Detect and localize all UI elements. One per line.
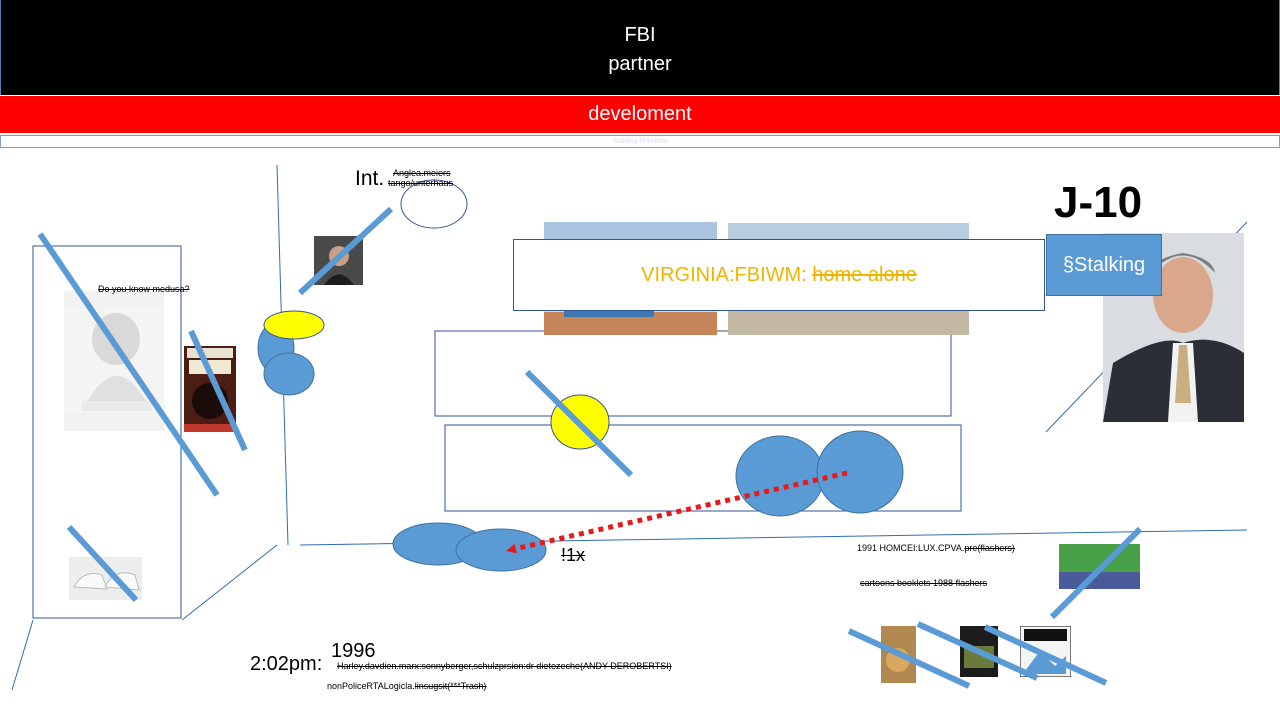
homcei-label: 1991 HOMCEI:LUX.CPVA.pre(flashers) [857, 543, 1015, 553]
j10-label: J-10 [1054, 178, 1143, 227]
time-label: 2:02pm: [250, 653, 323, 675]
police-prefix: nonPoliceRTALogicla. [327, 681, 415, 691]
int-name-label: Anglea.meiers [393, 168, 451, 178]
header-banner: FBI partner [0, 0, 1280, 95]
harley-label: Harley.davdien.marx:sonnyberger,schulzpr… [337, 661, 672, 671]
blue-ellipse [263, 352, 315, 396]
police-struck: linsugsit(***Trash) [414, 681, 487, 691]
count-label: !1x [561, 545, 586, 565]
virginia-struck-label: home alone [812, 264, 917, 286]
homcei-struck: pre(flashers) [964, 543, 1015, 553]
sneakers-image [69, 557, 142, 600]
int-label: Int. [355, 167, 385, 190]
header-title: FBI [624, 24, 656, 46]
virginia-label: VIRGINIA:FBIWM: [641, 264, 813, 286]
book-cover-image [184, 346, 236, 432]
header-red-bar: develoment [0, 96, 1280, 133]
guide-line [181, 544, 278, 621]
header-subtitle: partner [608, 53, 672, 75]
comic-book-cover-image [1020, 626, 1071, 677]
outline-ellipse [400, 179, 468, 229]
book-cover-image [960, 626, 998, 677]
stalking-box: §Stalking [1046, 234, 1162, 296]
guide-line [11, 619, 34, 691]
yellow-ellipse [263, 310, 325, 340]
yellow-ellipse [550, 394, 610, 450]
cartoons-label: cartoons booklets 1988 flashers [860, 578, 988, 588]
blue-ellipse [455, 528, 547, 572]
police-label: nonPoliceRTALogicla.linsugsit(***Trash) [327, 681, 486, 691]
blue-ellipse [735, 435, 825, 517]
book-cover-image [881, 626, 916, 683]
blue-ellipse [816, 430, 904, 514]
medusa-question: Do you know medusa? [98, 284, 190, 294]
virginia-box: VIRGINIA:FBIWM: home alone [513, 239, 1045, 311]
homcei-prefix: 1991 HOMCEI:LUX.CPVA. [857, 543, 965, 553]
woman-portrait-image [314, 236, 363, 285]
int-place-label: tango/unterhaus [388, 178, 454, 188]
medusa-bust-image [64, 291, 164, 431]
middle-box-top [434, 330, 952, 417]
football-stadium-photo [1059, 544, 1140, 589]
year-label: 1996 [331, 640, 376, 662]
